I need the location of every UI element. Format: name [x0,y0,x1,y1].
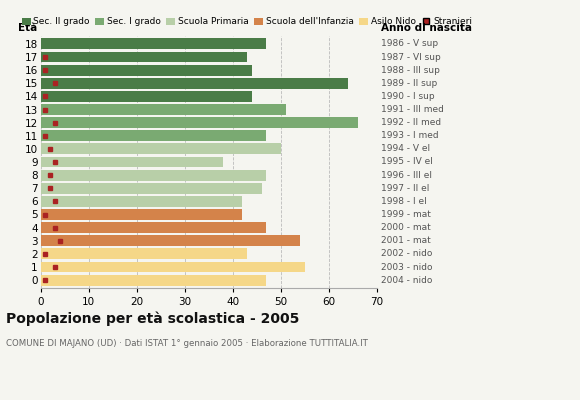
Bar [41,130,266,141]
Bar [41,235,300,246]
Text: 1999 - mat: 1999 - mat [381,210,431,219]
Text: 2004 - nido: 2004 - nido [381,276,433,285]
Bar [41,38,266,49]
Bar [41,144,281,154]
Bar [41,104,286,115]
Text: Anno di nascita: Anno di nascita [381,24,472,34]
Text: 2001 - mat: 2001 - mat [381,236,431,245]
Bar [41,262,305,272]
Bar [41,275,266,286]
Text: 1988 - III sup: 1988 - III sup [381,66,440,75]
Bar [41,196,242,207]
Bar [41,222,266,233]
Text: 1990 - I sup: 1990 - I sup [381,92,434,101]
Text: COMUNE DI MAJANO (UD) · Dati ISTAT 1° gennaio 2005 · Elaborazione TUTTITALIA.IT: COMUNE DI MAJANO (UD) · Dati ISTAT 1° ge… [6,339,368,348]
Bar [41,78,348,89]
Legend: Sec. II grado, Sec. I grado, Scuola Primaria, Scuola dell'Infanzia, Asilo Nido, : Sec. II grado, Sec. I grado, Scuola Prim… [21,18,472,26]
Text: 1992 - II med: 1992 - II med [381,118,441,127]
Text: 2002 - nido: 2002 - nido [381,249,433,258]
Bar [41,248,247,259]
Bar [41,117,358,128]
Bar [41,209,242,220]
Text: Popolazione per età scolastica - 2005: Popolazione per età scolastica - 2005 [6,312,299,326]
Text: 1994 - V el: 1994 - V el [381,144,430,153]
Bar [41,170,266,180]
Text: 1996 - III el: 1996 - III el [381,171,432,180]
Text: 1991 - III med: 1991 - III med [381,105,444,114]
Bar [41,65,252,76]
Text: 1993 - I med: 1993 - I med [381,131,438,140]
Bar [41,52,247,62]
Text: 2000 - mat: 2000 - mat [381,223,431,232]
Text: 1995 - IV el: 1995 - IV el [381,158,433,166]
Bar [41,91,252,102]
Text: 1987 - VI sup: 1987 - VI sup [381,52,441,62]
Text: 1998 - I el: 1998 - I el [381,197,427,206]
Text: Età: Età [18,24,37,34]
Text: 1989 - II sup: 1989 - II sup [381,79,437,88]
Text: 2003 - nido: 2003 - nido [381,262,433,272]
Text: 1986 - V sup: 1986 - V sup [381,39,438,48]
Bar [41,157,223,167]
Text: 1997 - II el: 1997 - II el [381,184,429,193]
Bar [41,183,262,194]
